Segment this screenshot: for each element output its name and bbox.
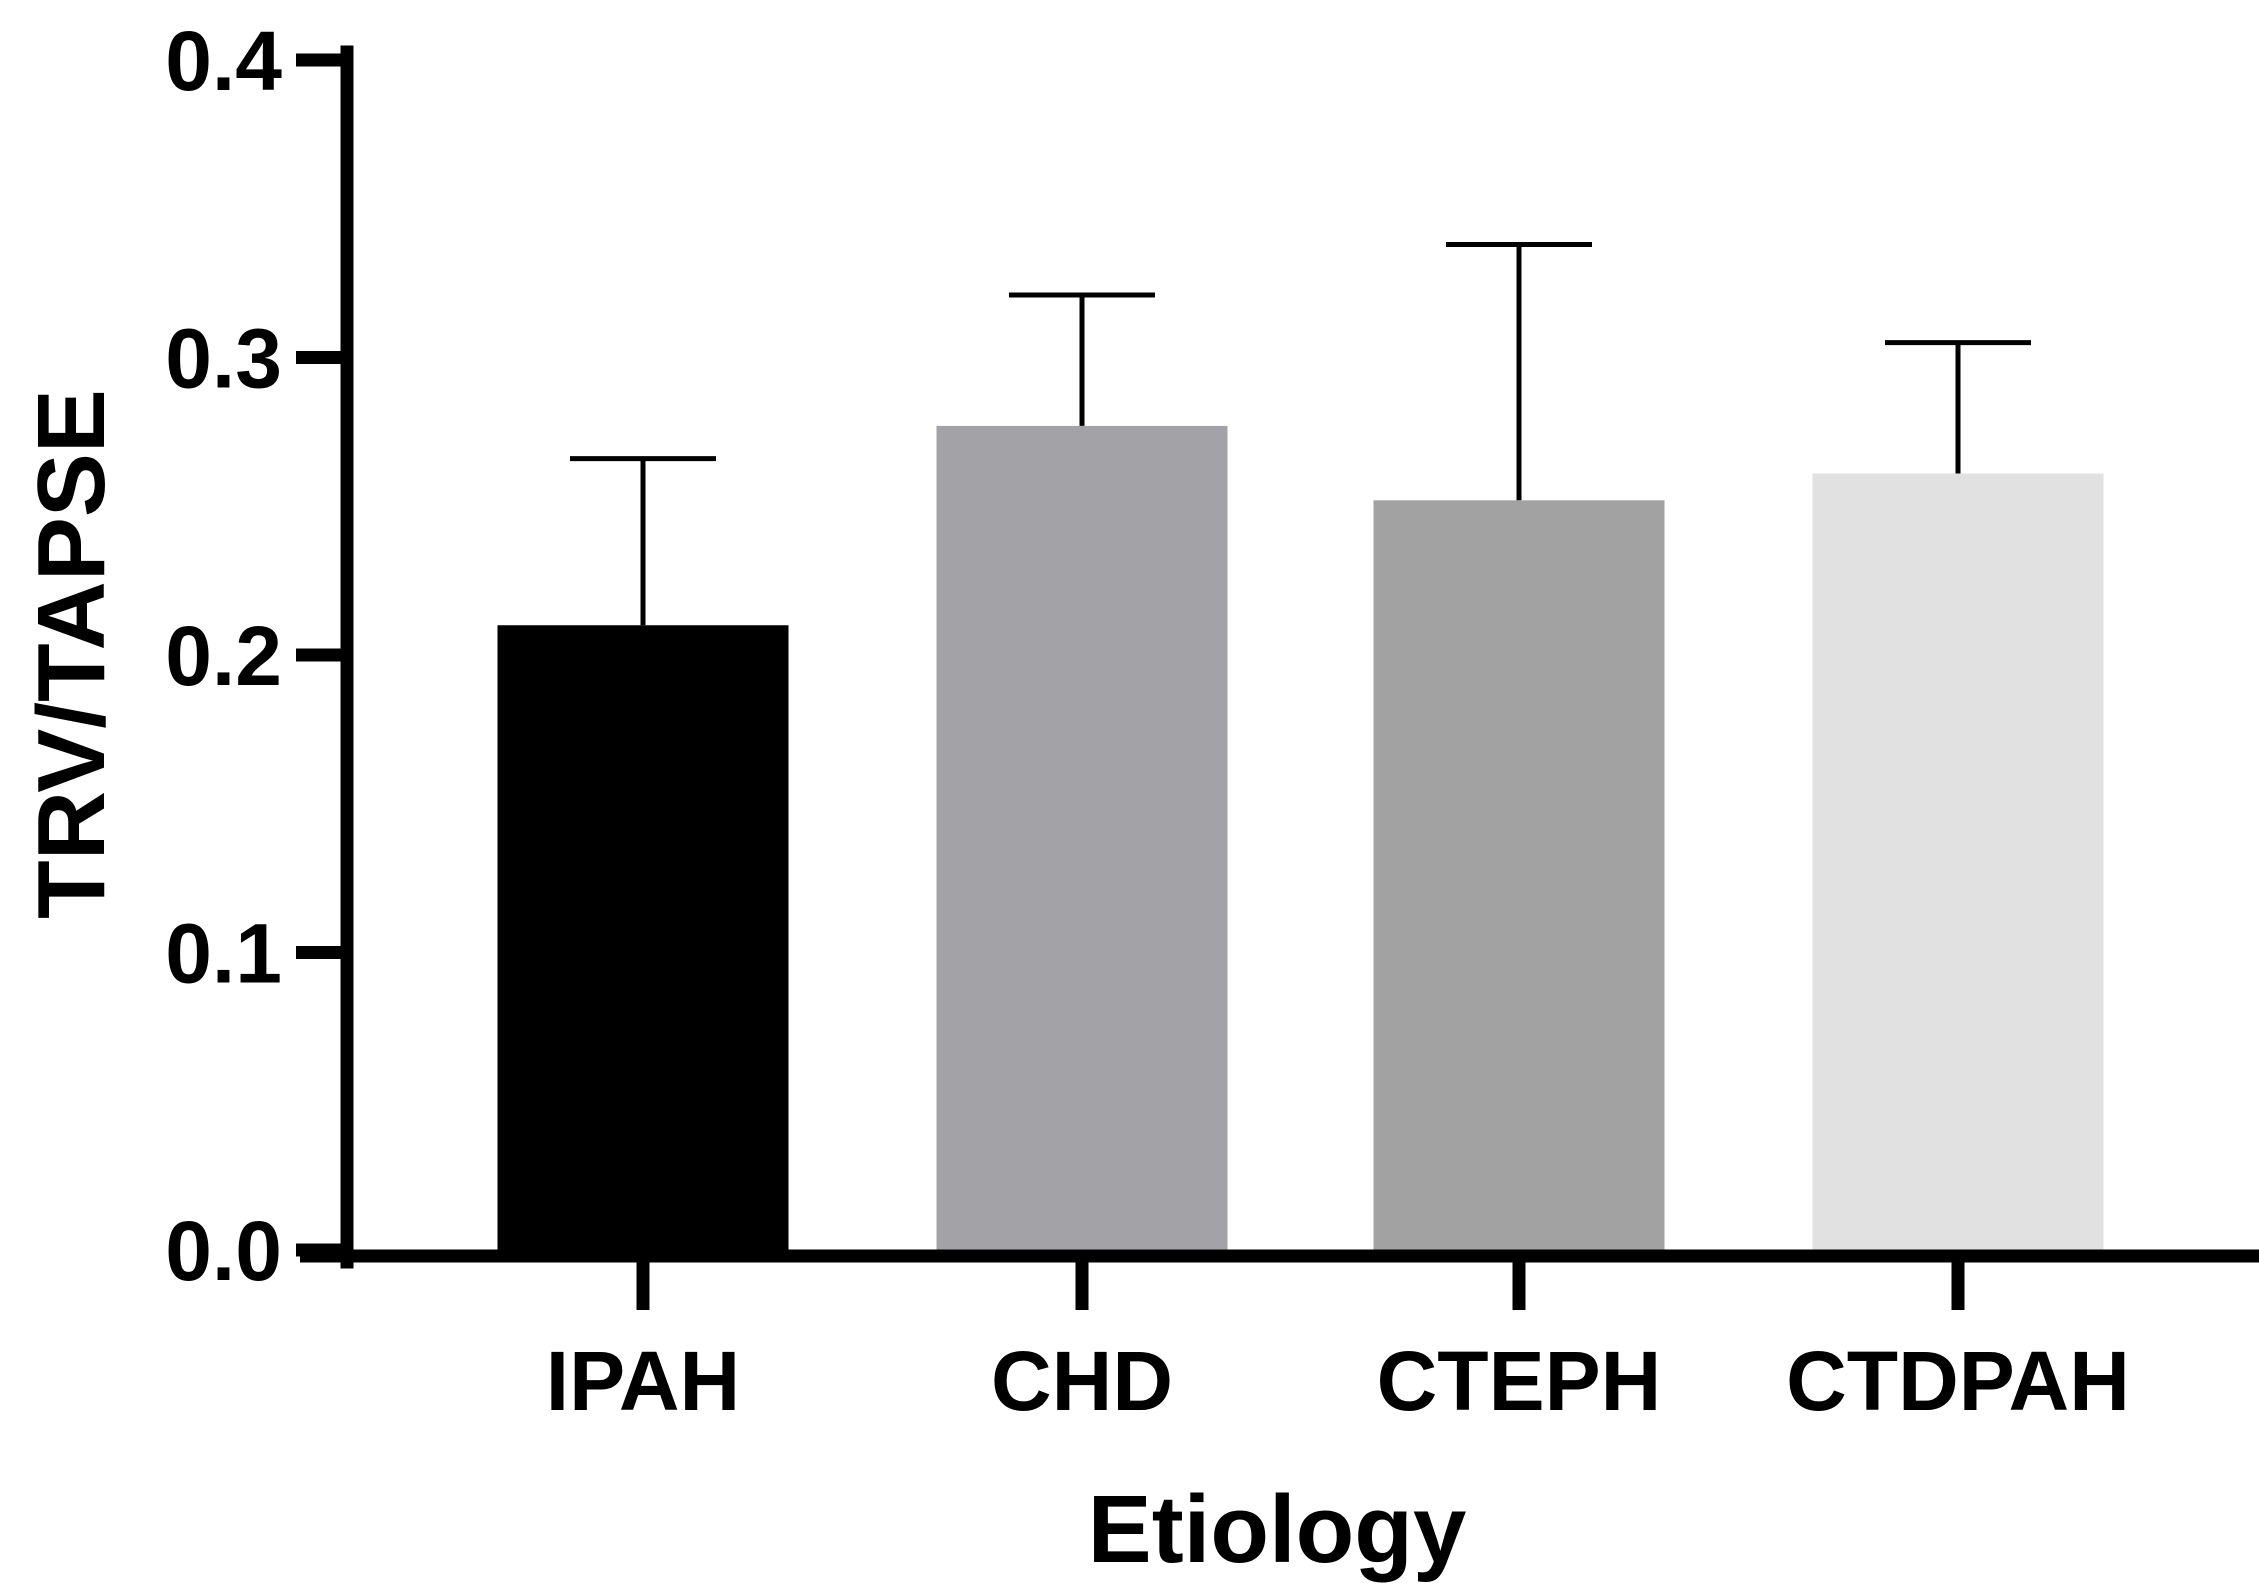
- x-ticks-layer: IPAH CHD CTEPH CTDPAH: [546, 1256, 2130, 1428]
- y-tick-label-2: 0.2: [165, 609, 282, 703]
- x-tick-label-ipah: IPAH: [546, 1334, 740, 1428]
- x-tick-label-cteph: CTEPH: [1377, 1334, 1662, 1428]
- bar-chd: [936, 425, 1228, 1250]
- y-tick-label-1: 0.1: [165, 907, 282, 1001]
- x-axis-title: Etiology: [1088, 1476, 1467, 1583]
- bars-layer: [497, 425, 2104, 1250]
- bar-ipah: [497, 625, 789, 1250]
- bar-cteph: [1373, 500, 1665, 1250]
- y-ticks-layer: 0.0 0.1 0.2 0.3 0.4: [165, 14, 347, 1298]
- x-tick-label-chd: CHD: [991, 1334, 1173, 1428]
- y-tick-label-4: 0.4: [165, 14, 282, 108]
- y-tick-label-3: 0.3: [165, 312, 282, 406]
- y-tick-label-0: 0.0: [165, 1204, 282, 1298]
- error-bars-layer: [570, 241, 2031, 626]
- y-axis-title: TRV/TAPSE: [18, 389, 125, 919]
- bar-ctdpah: [1812, 473, 2104, 1250]
- x-tick-label-ctdpah: CTDPAH: [1786, 1334, 2130, 1428]
